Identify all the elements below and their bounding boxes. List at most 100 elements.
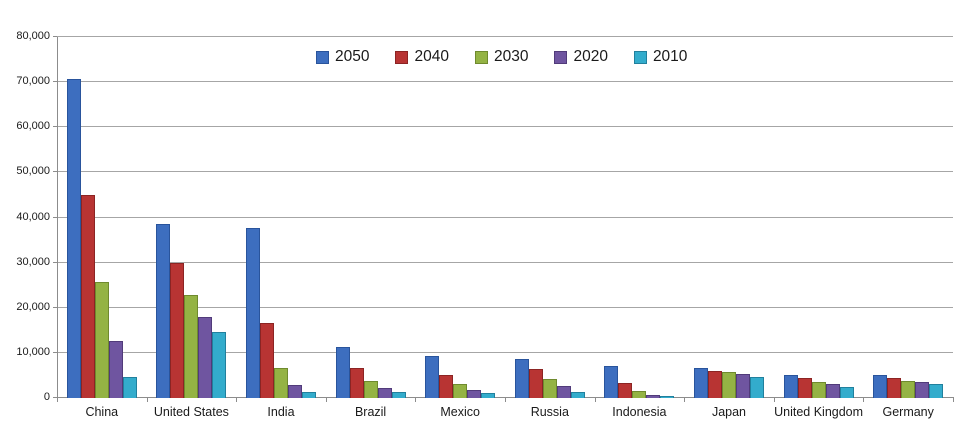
bar bbox=[467, 390, 482, 398]
y-tick-label: 20,000 bbox=[16, 300, 50, 313]
x-axis-tick bbox=[595, 398, 596, 402]
gridline bbox=[57, 351, 953, 353]
legend-item: 2010 bbox=[633, 48, 687, 66]
x-category-label: Mexico bbox=[440, 405, 480, 419]
x-axis-tick bbox=[415, 398, 416, 402]
y-axis-tick bbox=[53, 261, 57, 263]
gridline bbox=[57, 261, 953, 263]
bar bbox=[288, 385, 302, 398]
bar bbox=[825, 384, 840, 398]
x-category-label: India bbox=[267, 405, 295, 419]
y-tick-label: 60,000 bbox=[16, 120, 50, 133]
legend-item: 2040 bbox=[395, 48, 449, 66]
x-category-label: Germany bbox=[882, 405, 934, 419]
bar bbox=[618, 383, 633, 398]
bar bbox=[736, 374, 750, 398]
bar bbox=[632, 391, 647, 398]
y-tick-label: 80,000 bbox=[16, 30, 50, 42]
x-axis-tick bbox=[684, 398, 685, 402]
bar bbox=[915, 382, 930, 398]
bar bbox=[811, 382, 826, 398]
y-axis-tick bbox=[53, 81, 57, 83]
bar bbox=[453, 384, 468, 398]
bar bbox=[542, 379, 557, 398]
bar bbox=[604, 366, 619, 398]
y-axis-tick bbox=[53, 216, 57, 218]
gridline bbox=[57, 216, 953, 218]
gridline bbox=[57, 171, 953, 173]
legend: 2050 2040 2030 2020 2010 bbox=[316, 48, 687, 66]
y-axis-tick bbox=[53, 397, 57, 398]
x-axis-tick bbox=[236, 398, 237, 402]
legend-item: 2020 bbox=[554, 48, 608, 66]
bar bbox=[694, 368, 708, 398]
bar bbox=[349, 368, 364, 398]
bar bbox=[839, 387, 854, 398]
y-tick-label: 50,000 bbox=[16, 165, 50, 178]
gridline bbox=[57, 81, 953, 83]
bar bbox=[722, 372, 736, 398]
bar bbox=[528, 369, 543, 398]
y-axis-line bbox=[57, 37, 58, 398]
bar bbox=[198, 317, 213, 398]
gridline bbox=[57, 126, 953, 128]
x-category-label: United Kingdom bbox=[774, 405, 864, 419]
bar bbox=[156, 224, 171, 398]
bar bbox=[873, 375, 888, 398]
legend-label: 2050 bbox=[335, 48, 370, 65]
bar bbox=[363, 381, 378, 398]
gridline bbox=[57, 36, 953, 37]
x-category-label: China bbox=[85, 405, 119, 419]
legend-label: 2040 bbox=[414, 48, 449, 65]
y-tick-label: 70,000 bbox=[16, 75, 50, 88]
bar bbox=[439, 375, 454, 398]
y-axis-tick bbox=[53, 171, 57, 173]
bar bbox=[901, 381, 916, 398]
y-tick-label: 30,000 bbox=[16, 255, 50, 268]
x-category-label: Indonesia bbox=[612, 405, 667, 419]
legend-swatch bbox=[474, 50, 488, 64]
x-axis-tick bbox=[326, 398, 327, 402]
bar bbox=[184, 295, 199, 398]
x-category-label: United States bbox=[153, 405, 229, 419]
bar bbox=[302, 392, 316, 398]
legend-swatch bbox=[633, 50, 647, 64]
y-axis-tick bbox=[53, 351, 57, 353]
y-tick-label: 40,000 bbox=[16, 210, 50, 223]
y-axis-tick bbox=[53, 306, 57, 308]
bar bbox=[556, 386, 571, 398]
x-axis-tick bbox=[505, 398, 506, 402]
y-axis-tick bbox=[53, 36, 57, 37]
bar bbox=[646, 395, 661, 398]
legend-swatch bbox=[554, 50, 568, 64]
bar bbox=[391, 392, 406, 398]
legend-item: 2050 bbox=[316, 48, 369, 66]
y-tick-label: 0 bbox=[43, 391, 50, 403]
bar bbox=[887, 378, 902, 398]
y-axis-tick bbox=[53, 126, 57, 128]
bar bbox=[80, 195, 95, 398]
bar bbox=[335, 347, 350, 398]
bar bbox=[122, 377, 137, 398]
x-axis-tick bbox=[774, 398, 775, 402]
x-axis-tick bbox=[147, 398, 148, 402]
bar bbox=[783, 375, 798, 398]
legend-label: 2030 bbox=[493, 48, 529, 65]
bar bbox=[481, 393, 496, 398]
bar bbox=[750, 377, 764, 398]
bar bbox=[170, 263, 185, 398]
bar bbox=[260, 323, 274, 398]
bar bbox=[514, 359, 529, 398]
legend-item: 2030 bbox=[474, 48, 529, 66]
bar bbox=[797, 378, 812, 398]
x-axis-tick bbox=[863, 398, 864, 402]
bar bbox=[377, 388, 392, 398]
bar bbox=[66, 79, 81, 398]
bar bbox=[660, 396, 675, 398]
bar bbox=[94, 282, 109, 398]
gridline bbox=[57, 306, 953, 308]
bar bbox=[425, 356, 440, 398]
x-category-label: Brazil bbox=[354, 405, 387, 419]
x-axis-tick bbox=[57, 398, 58, 402]
